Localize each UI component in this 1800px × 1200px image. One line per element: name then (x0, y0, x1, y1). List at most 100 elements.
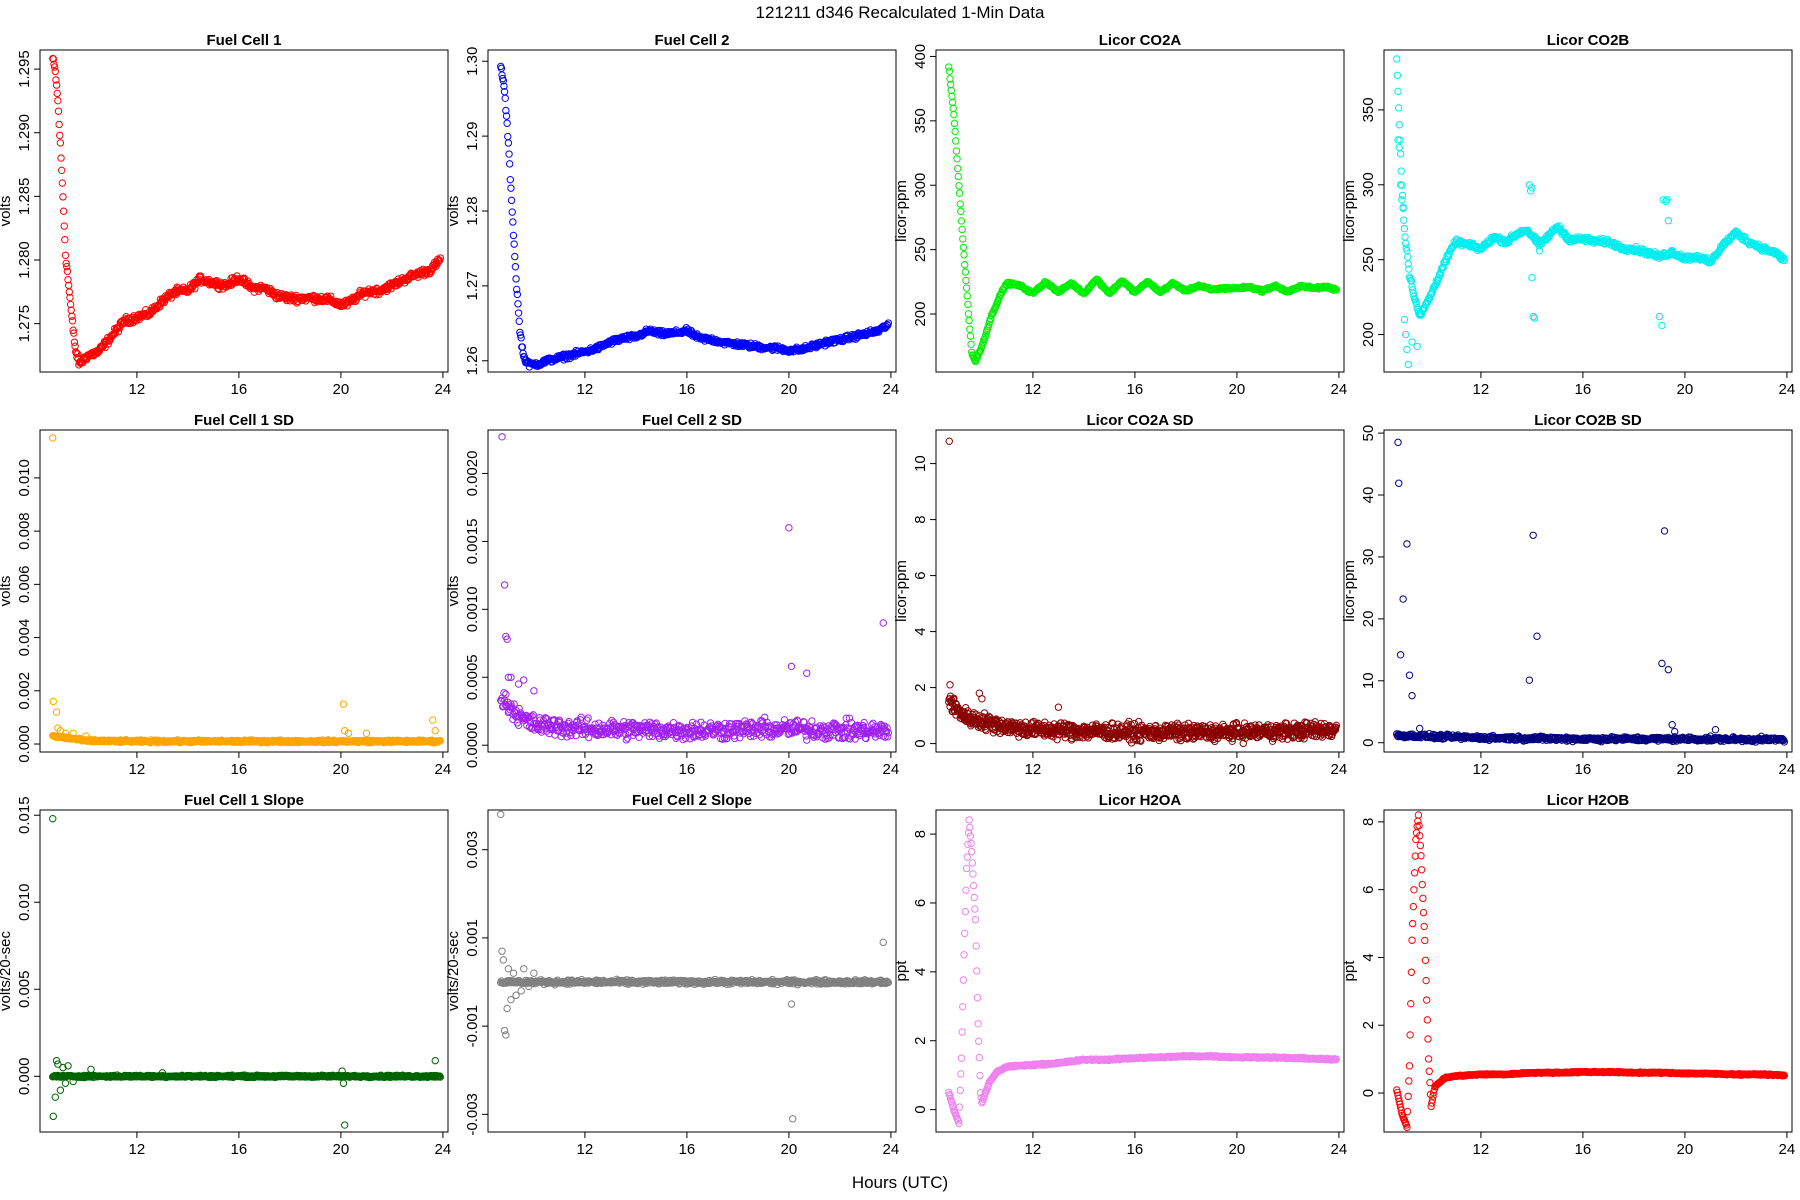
y-tick-label: 1.26 (464, 346, 481, 375)
x-tick-label: 20 (781, 381, 798, 398)
data-point (57, 166, 66, 175)
data-point (1393, 55, 1401, 63)
y-axis-label: volts (0, 196, 14, 227)
y-tick-label: 6 (912, 571, 929, 579)
data-point (509, 231, 518, 240)
data-point (426, 269, 434, 278)
x-axis-label: Hours (UTC) (852, 1173, 948, 1192)
data-point (50, 63, 59, 71)
panel-title: Licor CO2B (1547, 32, 1630, 49)
data-point (1395, 121, 1404, 129)
data-point (502, 106, 510, 115)
data-point (501, 94, 509, 102)
plot-frame (935, 49, 1345, 373)
data-point (58, 179, 67, 187)
data-point (954, 172, 963, 181)
y-axis-label: licor-ppm (1341, 180, 1358, 242)
data-point (955, 189, 964, 197)
x-tick-label: 12 (1025, 761, 1042, 778)
data-point (1403, 345, 1411, 354)
data-point (1401, 233, 1409, 241)
data-point (511, 252, 519, 261)
panel-title: Licor CO2A SD (1087, 412, 1194, 429)
data-point (976, 347, 984, 355)
data-point (965, 316, 973, 325)
x-tick-label: 24 (883, 381, 900, 398)
y-tick-label: 0.0000 (464, 722, 481, 768)
y-tick-label: 300 (1360, 172, 1377, 197)
panel-title: Licor CO2B SD (1534, 412, 1642, 429)
y-tick-label: 1.290 (16, 114, 33, 152)
x-tick-label: 12 (577, 381, 594, 398)
data-point (966, 325, 974, 333)
data-series (497, 62, 893, 371)
y-tick-label: 0.0015 (464, 518, 481, 564)
data-point (499, 77, 507, 85)
data-point (62, 259, 70, 268)
y-tick-label: 10 (1360, 672, 1377, 689)
y-tick-label: 20 (1360, 611, 1377, 628)
x-tick-label: 20 (1229, 761, 1246, 778)
data-point (1397, 167, 1405, 175)
data-point (54, 107, 63, 115)
x-tick-label: 12 (1025, 381, 1042, 398)
y-axis-label: licor-ppm (893, 560, 910, 622)
data-point (1400, 216, 1408, 224)
data-point (964, 310, 973, 318)
data-point (961, 268, 970, 276)
data-point (982, 331, 990, 339)
y-tick-label: 8 (912, 515, 929, 523)
y-tick-label: 0.000 (16, 725, 33, 763)
panel-title: Fuel Cell 1 (206, 32, 281, 49)
panel-title: Fuel Cell 2 SD (642, 412, 742, 429)
y-tick-label: 200 (912, 302, 929, 327)
data-point (513, 290, 522, 299)
y-axis-label: volts (0, 576, 14, 607)
data-point (520, 676, 528, 684)
data-point (268, 287, 277, 296)
data-point (945, 437, 953, 445)
y-tick-label: 350 (912, 108, 929, 133)
y-tick-label: 400 (912, 44, 929, 69)
data-point (73, 350, 82, 358)
data-point (966, 332, 975, 340)
y-tick-label: 2 (912, 683, 929, 691)
data-point (498, 433, 506, 441)
data-point (429, 716, 437, 724)
data-point (958, 225, 966, 234)
data-series (945, 63, 1341, 366)
data-point (514, 309, 523, 317)
data-point (957, 217, 966, 225)
data-point (584, 714, 592, 722)
y-tick-label: 1.295 (16, 50, 33, 88)
x-tick-label: 20 (781, 761, 798, 778)
data-point (879, 619, 887, 627)
data-point (170, 290, 178, 298)
data-point (1404, 360, 1412, 369)
data-point (64, 276, 72, 284)
data-point (1400, 224, 1409, 233)
data-point (54, 96, 62, 105)
y-tick-label: 0.008 (16, 512, 33, 550)
data-point (500, 581, 509, 589)
data-point (1395, 143, 1404, 152)
data-point (530, 687, 538, 695)
data-point (1398, 196, 1406, 204)
data-point (1394, 87, 1402, 96)
data-point (957, 207, 965, 216)
data-series (1393, 55, 1789, 369)
x-tick-label: 12 (1473, 381, 1490, 398)
data-point (431, 727, 439, 735)
data-point (960, 261, 969, 269)
data-point (68, 317, 77, 325)
data-point (803, 669, 811, 677)
y-tick-label: 0.006 (16, 566, 33, 604)
data-point (506, 175, 515, 184)
y-tick-label: 1.29 (464, 122, 481, 151)
data-point (60, 222, 68, 230)
data-point (69, 326, 77, 334)
data-point (340, 301, 348, 310)
